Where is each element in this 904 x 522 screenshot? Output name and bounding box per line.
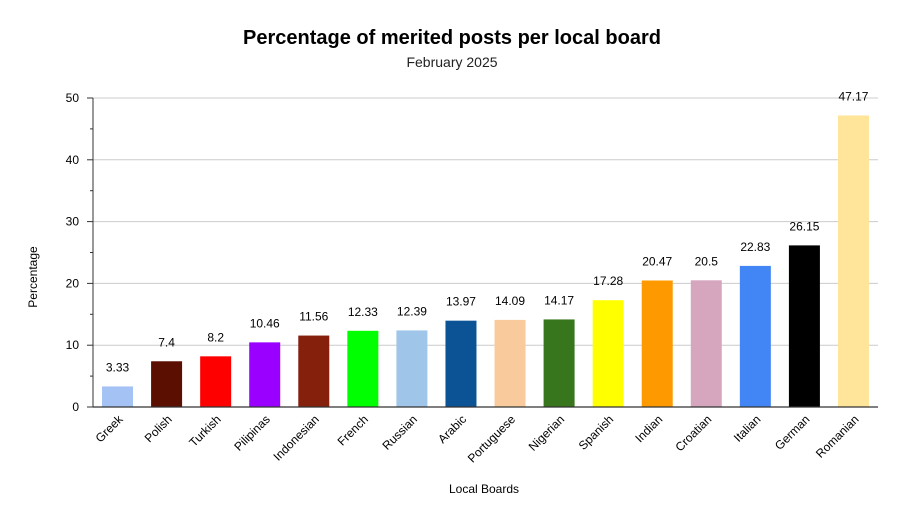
bar — [788, 245, 820, 407]
x-tick-label: German — [772, 412, 813, 453]
data-label: 13.97 — [446, 295, 476, 309]
x-tick-label: Portuguese — [465, 412, 519, 466]
data-label: 14.09 — [495, 294, 525, 308]
bar — [151, 361, 183, 407]
data-label: 10.46 — [250, 316, 280, 330]
data-label: 11.56 — [299, 310, 328, 324]
chart-subtitle: February 2025 — [406, 54, 498, 70]
x-axis-title: Local Boards — [449, 482, 519, 496]
x-tick-label: Italian — [731, 412, 764, 445]
data-label: 17.28 — [593, 274, 623, 288]
x-tick-label: Nigerian — [526, 412, 568, 454]
data-label: 7.4 — [158, 335, 175, 349]
data-label: 47.17 — [838, 89, 868, 103]
data-label: 20.5 — [695, 254, 719, 268]
x-tick-label: Croatian — [672, 412, 714, 454]
bar — [445, 320, 477, 407]
bar — [396, 330, 428, 407]
data-label: 14.17 — [544, 293, 574, 307]
y-tick-label: 30 — [66, 215, 80, 229]
y-tick-label: 40 — [66, 153, 80, 167]
x-tick-label: Pilipinas — [231, 412, 273, 454]
data-labels: 3.33 7.4 8.2 10.46 11.56 12.33 12.39 13.97 14.09… — [106, 89, 869, 374]
x-tick-label: French — [335, 412, 371, 448]
bar — [543, 319, 575, 407]
x-tick-label: Romanian — [813, 412, 862, 461]
bar — [641, 280, 673, 407]
bar — [690, 280, 722, 407]
bars — [102, 115, 869, 408]
y-axis-title: Percentage — [26, 246, 40, 308]
data-label: 26.15 — [789, 219, 819, 233]
x-tick-label: Russian — [379, 412, 420, 453]
x-tick-label: Spanish — [576, 412, 617, 453]
bar — [200, 356, 232, 407]
data-label: 20.47 — [642, 255, 672, 269]
chart-title: Percentage of merited posts per local bo… — [243, 27, 661, 49]
x-tick-label: Greek — [93, 412, 127, 446]
y-tick-label: 0 — [72, 400, 79, 414]
bar — [347, 330, 379, 407]
data-label: 12.33 — [348, 305, 378, 319]
x-tick-label: Polish — [142, 412, 175, 445]
x-tick-label: Arabic — [435, 412, 469, 446]
data-label: 3.33 — [106, 360, 130, 374]
y-tick-label: 20 — [66, 276, 80, 290]
y-tick-label: 50 — [66, 91, 80, 105]
data-label: 8.2 — [207, 330, 224, 344]
bar — [249, 342, 281, 407]
bar — [592, 300, 624, 407]
y-tick-label: 10 — [66, 338, 80, 352]
data-label: 22.83 — [740, 240, 770, 254]
bar — [102, 386, 134, 407]
bar — [298, 335, 330, 407]
bar — [837, 115, 869, 408]
data-label: 12.39 — [397, 304, 427, 318]
x-tick-label: Indonesian — [270, 412, 321, 463]
x-tick-label: Indian — [632, 412, 665, 445]
bar — [494, 319, 526, 407]
x-tick-label: Turkish — [186, 412, 223, 449]
bar — [739, 265, 771, 407]
